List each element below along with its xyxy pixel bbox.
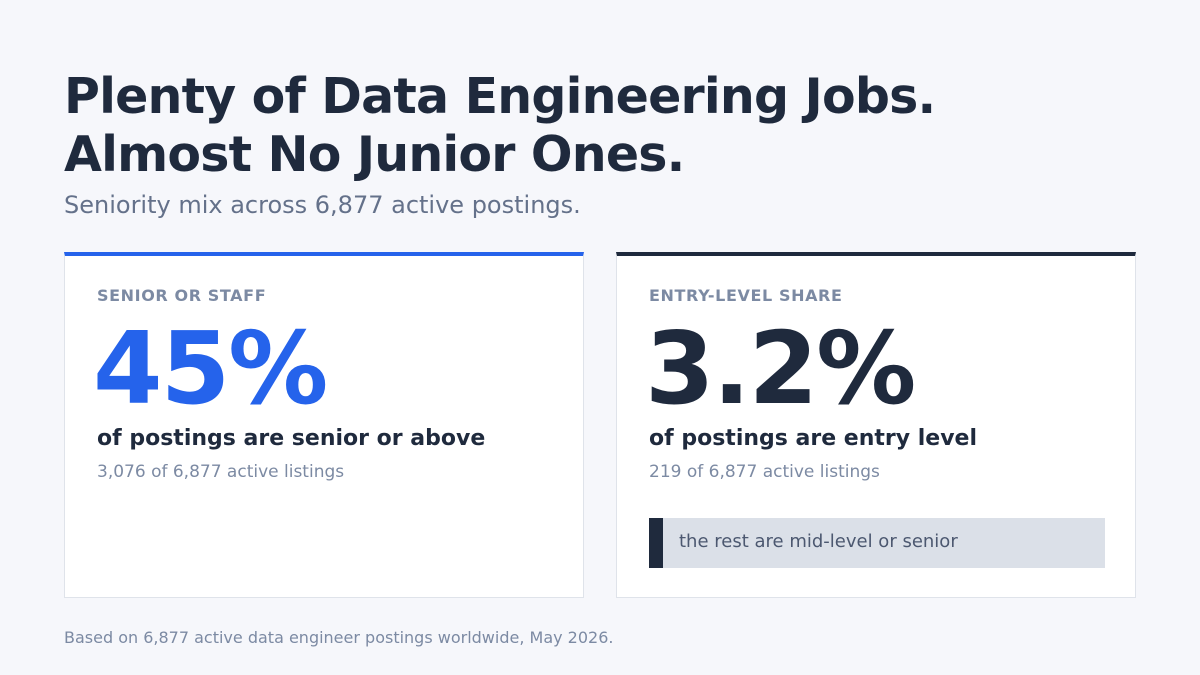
page-subtitle: Seniority mix across 6,877 active postin… [64,191,581,219]
entry-share-card: ENTRY-LEVEL SHARE 3.2% of postings are e… [616,252,1136,598]
senior-share-description: of postings are senior or above [97,426,486,451]
source-footnote: Based on 6,877 active data engineer post… [64,628,614,647]
title-line-1: Plenty of Data Engineering Jobs. [64,68,936,125]
page-title: Plenty of Data Engineering Jobs. Almost … [64,68,936,184]
entry-share-value: 3.2% [645,310,916,427]
senior-card-label: SENIOR OR STAFF [97,286,267,305]
entry-card-label: ENTRY-LEVEL SHARE [649,286,843,305]
mid-senior-callout: the rest are mid-level or senior [649,518,1105,568]
senior-share-card: SENIOR OR STAFF 45% of postings are seni… [64,252,584,598]
entry-share-detail: 219 of 6,877 active listings [649,462,880,482]
title-line-2: Almost No Junior Ones. [64,126,685,183]
senior-share-detail: 3,076 of 6,877 active listings [97,462,345,482]
entry-share-description: of postings are entry level [649,426,978,451]
senior-share-value: 45% [93,310,328,427]
callout-text: the rest are mid-level or senior [679,531,958,552]
